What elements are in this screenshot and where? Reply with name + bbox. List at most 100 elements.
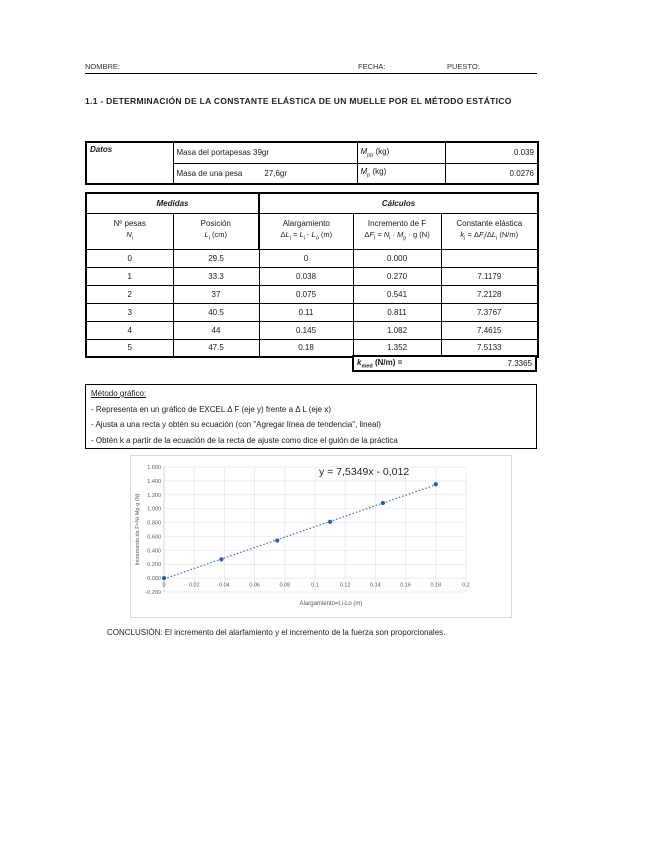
table-cell: 47.5 xyxy=(172,338,260,358)
table-cell: 0 xyxy=(258,248,354,268)
metodo-grafico-box: Método gráfico: - Representa en un gráfi… xyxy=(85,384,537,449)
metodo-title: Método gráfico: xyxy=(91,389,147,398)
table-row: 2 37 0.075 0.541 7.2128 xyxy=(85,284,539,304)
measurements-table: Medidas Cálculos Nº pesas Ni Posición Li (… xyxy=(85,192,540,358)
group-header-medidas: Medidas xyxy=(85,192,261,214)
y-tick-label: -0.200 xyxy=(145,590,161,596)
data-point xyxy=(219,557,224,562)
y-tick-label: 0.000 xyxy=(147,576,161,582)
y-tick-label: 0.600 xyxy=(147,534,161,540)
group-header-calculos: Cálculos xyxy=(258,192,539,214)
y-tick-label: 1.000 xyxy=(147,507,161,513)
table-cell: 0.145 xyxy=(258,320,354,340)
kmed-value: 7.3365 xyxy=(507,359,532,368)
table-body: 0 29.5 0 0.000 1 33.3 0.038 0.270 7.1179 2 37 0.075… xyxy=(85,248,539,358)
table-cell: 7.4615 xyxy=(440,320,539,340)
scatter-chart: 1.6001.4001.2001.0000.8000.6000.4000.200… xyxy=(135,465,470,607)
table-cell: 1 xyxy=(85,266,174,286)
table-cell: Mpp (kg) xyxy=(356,141,446,164)
table-cell: Masa del portapesas 39gr xyxy=(172,141,358,164)
fecha-label: FECHA: xyxy=(358,62,386,71)
table-cell: 0.039 xyxy=(444,141,539,164)
x-tick-label: 0.06 xyxy=(249,583,260,589)
table-cell: 0.000 xyxy=(352,248,442,268)
table-row: 1 33.3 0.038 0.270 7.1179 xyxy=(85,266,539,286)
y-tick-label: 1.400 xyxy=(147,479,161,485)
x-axis-title: Alargamiento=Li-Lo (m) xyxy=(300,601,363,607)
y-tick-label: 0.800 xyxy=(147,521,161,527)
x-tick-label: 0.04 xyxy=(219,583,230,589)
x-tick-label: 0.08 xyxy=(279,583,290,589)
y-tick-label: 1.600 xyxy=(147,465,161,471)
section-title: 1.1 - DETERMINACIÓN DE LA CONSTANTE ELÁS… xyxy=(85,96,512,106)
x-tick-label: 0.14 xyxy=(370,583,381,589)
table-cell: 7.1179 xyxy=(440,266,539,286)
table-cell: 0 xyxy=(85,248,174,268)
data-point xyxy=(328,519,333,524)
table-cell: 0.541 xyxy=(352,284,442,304)
table-cell: 44 xyxy=(172,320,260,340)
chart-area: 1.600 1.400 1.200 1.000 0.800 0.600 0.400 0.200… xyxy=(130,455,512,618)
nombre-label: NOMBRE: xyxy=(85,62,121,71)
table-cell: Mp (kg) xyxy=(356,162,446,185)
table-cell: 7.3767 xyxy=(440,302,539,322)
table-cell: 0.038 xyxy=(258,266,354,286)
kmed-label: kmed (N/m) = xyxy=(357,357,403,370)
datos-label-cell: Datos xyxy=(85,141,174,185)
data-point xyxy=(275,538,280,543)
table-row: 4 44 0.145 1.082 7.4615 xyxy=(85,320,539,340)
datos-label: Datos xyxy=(90,145,113,154)
metodo-line: - Obtén k a partir de la ecuación de la … xyxy=(91,435,398,445)
table-cell: 40.5 xyxy=(172,302,260,322)
table-cell: 0.0276 xyxy=(444,162,539,185)
puesto-label: PUESTO: xyxy=(447,62,480,71)
table-cell: 0.811 xyxy=(352,302,442,322)
table-row: Medidas Cálculos xyxy=(85,192,539,214)
x-tick-label: 0.16 xyxy=(400,583,411,589)
table-cell: 7.2128 xyxy=(440,284,539,304)
column-header: Alargamiento ΔLi = Li - Lo (m) xyxy=(258,212,354,250)
x-tick-label: 0.02 xyxy=(189,583,200,589)
data-point xyxy=(380,500,386,506)
x-tick-label: 0 xyxy=(162,583,165,589)
y-tick-label: 0.200 xyxy=(147,562,161,568)
table-row: 3 40.5 0.11 0.811 7.3767 xyxy=(85,302,539,322)
table-row: 0 29.5 0 0.000 xyxy=(85,248,539,268)
column-header: Incremento de F ΔFi = Ni · Mp · g (N) xyxy=(352,212,442,250)
table-row: Datos Masa del portapesas 39gr Mpp (kg) … xyxy=(85,141,539,185)
conclusion-text: CONCLUSIÓN: El incremento del alarfamien… xyxy=(107,628,446,637)
column-header: Nº pesas Ni xyxy=(85,212,174,250)
table-cell: 5 xyxy=(85,338,174,358)
table-row: Masa de una pesa 27,6gr Mp (kg) 0.0276 xyxy=(86,162,539,185)
table-row: 5 47.5 0.18 1.352 7.5133 xyxy=(85,338,539,358)
y-tick-label: 1.200 xyxy=(147,493,161,499)
x-tick-label: 0.12 xyxy=(340,583,351,589)
kmed-result-box: kmed (N/m) = 7.3365 xyxy=(352,355,537,372)
x-tick-label: 0.1 xyxy=(311,583,319,589)
trendline-equation: y = 7,5349x - 0,012 xyxy=(319,466,409,478)
x-tick-label: 0.2 xyxy=(462,583,470,589)
table-cell: 0.11 xyxy=(258,302,354,322)
y-tick-label: 0.400 xyxy=(147,548,161,554)
table-cell: 4 xyxy=(85,320,174,340)
table-cell: 2 xyxy=(85,284,174,304)
trendline xyxy=(163,484,436,580)
table-cell: 29.5 xyxy=(172,248,260,268)
metodo-line: - Ajusta a una recta y obtén su ecuación… xyxy=(91,420,381,429)
table-cell: 33.3 xyxy=(172,266,260,286)
data-point xyxy=(433,482,438,487)
table-cell: 1.082 xyxy=(352,320,442,340)
table-row: Nº pesas Ni Posición Li (cm) Alargamiento Δ… xyxy=(85,212,539,250)
column-header: Posición Li (cm) xyxy=(172,212,261,250)
table-cell xyxy=(440,248,539,268)
datos-table: Datos Masa del portapesas 39gr Mpp (kg) … xyxy=(85,141,539,185)
page-header: NOMBRE: FECHA: PUESTO: xyxy=(85,61,537,74)
data-point xyxy=(161,576,167,581)
table-cell: 37 xyxy=(172,284,260,304)
table-cell: Masa de una pesa 27,6gr xyxy=(172,162,358,185)
table-cell: 3 xyxy=(85,302,174,322)
x-tick-label: 0.18 xyxy=(430,583,441,589)
y-axis-title: Incremento de F=Ni·Mp·g (N) xyxy=(135,493,141,565)
table-cell: 0.075 xyxy=(258,284,354,304)
